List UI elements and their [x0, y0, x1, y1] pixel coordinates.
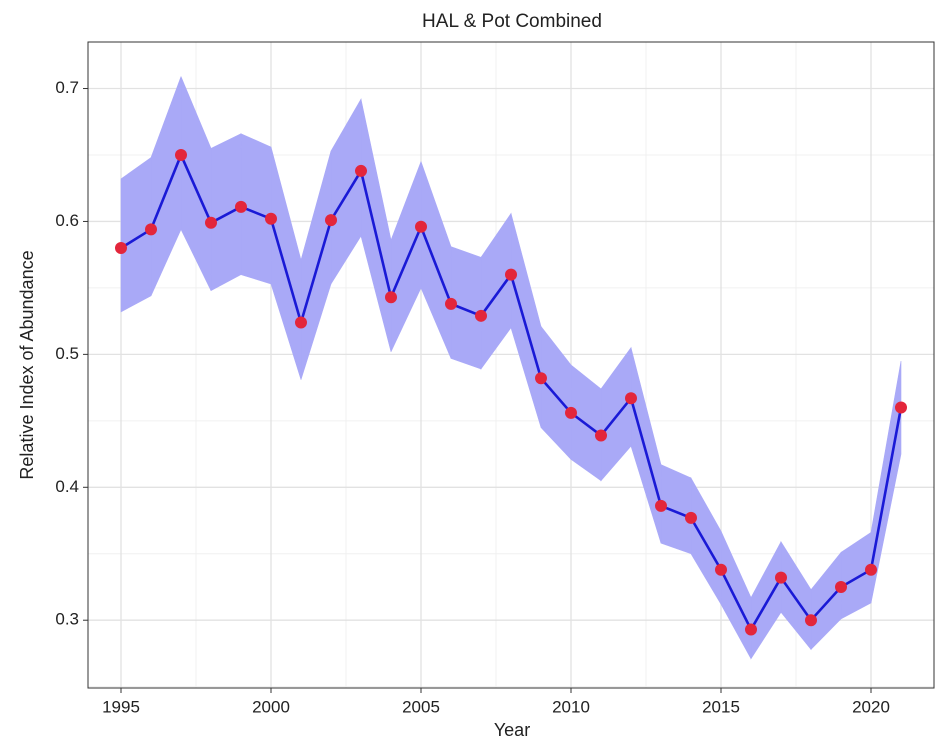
- confidence-band: [390, 161, 422, 352]
- point: [205, 216, 217, 229]
- point: [655, 499, 667, 512]
- confidence-band: [510, 213, 542, 428]
- point: [895, 401, 907, 414]
- point: [505, 268, 517, 281]
- point: [775, 571, 787, 584]
- point: [235, 200, 247, 213]
- confidence-band: [750, 541, 782, 660]
- x-tick-label: 1995: [102, 697, 140, 716]
- confidence-band: [420, 161, 452, 359]
- point: [565, 406, 577, 419]
- confidence-band: [450, 246, 482, 370]
- x-tick-label: 2005: [402, 697, 440, 716]
- x-tick-label: 2020: [852, 697, 890, 716]
- y-tick-label: 0.5: [55, 344, 79, 363]
- confidence-band: [810, 551, 842, 651]
- point: [355, 164, 367, 177]
- y-axis-label: Relative Index of Abundance: [17, 250, 37, 479]
- point: [745, 623, 757, 636]
- confidence-band: [120, 157, 152, 313]
- confidence-band: [330, 98, 362, 285]
- point: [145, 223, 157, 236]
- confidence-band: [720, 531, 752, 659]
- x-axis-label: Year: [494, 720, 530, 740]
- confidence-band: [690, 476, 722, 606]
- y-tick-label: 0.4: [55, 477, 79, 496]
- point: [835, 580, 847, 593]
- chart-title: HAL & Pot Combined: [422, 11, 602, 32]
- point: [115, 242, 127, 255]
- x-tick-label: 2000: [252, 697, 290, 716]
- confidence-band: [360, 99, 392, 352]
- confidence-band: [150, 76, 182, 297]
- point: [865, 563, 877, 576]
- confidence-band: [210, 133, 242, 292]
- confidence-band: [270, 146, 302, 380]
- x-tick-label: 2010: [552, 697, 590, 716]
- point: [265, 212, 277, 225]
- confidence-band: [300, 150, 332, 380]
- point: [805, 614, 817, 627]
- confidence-band: [600, 346, 632, 482]
- point: [295, 316, 307, 329]
- point: [325, 214, 337, 227]
- point: [475, 309, 487, 322]
- confidence-band: [840, 531, 872, 620]
- point: [715, 563, 727, 576]
- point: [685, 511, 697, 524]
- confidence-band: [480, 212, 512, 370]
- point: [385, 291, 397, 304]
- confidence-band: [540, 325, 572, 461]
- y-tick-label: 0.3: [55, 610, 79, 629]
- y-tick-label: 0.7: [55, 78, 79, 97]
- point: [445, 297, 457, 310]
- y-tick-label: 0.6: [55, 211, 79, 230]
- point: [595, 429, 607, 442]
- panel-border: [87, 41, 935, 689]
- point: [535, 372, 547, 385]
- point: [415, 220, 427, 233]
- point: [625, 392, 637, 405]
- x-tick-label: 2015: [702, 697, 740, 716]
- point: [175, 148, 187, 161]
